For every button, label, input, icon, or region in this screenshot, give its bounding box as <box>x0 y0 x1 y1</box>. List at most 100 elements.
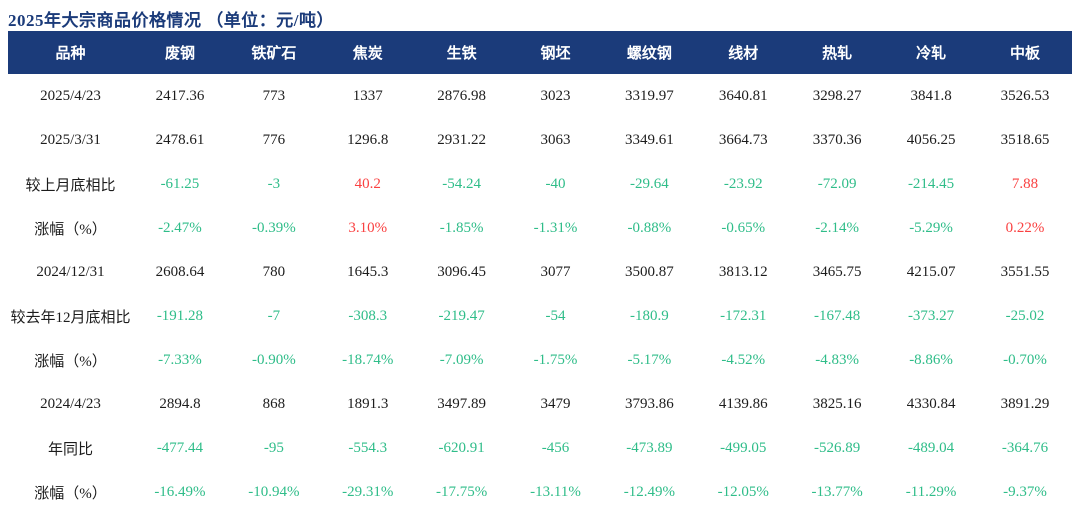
table-row: 2024/12/31 2608.64 780 1645.3 3096.45 3077 350… <box>8 250 1072 294</box>
table-row: 涨幅（%） -16.49% -10.94% -29.31% -17.75% -13.11%… <box>8 470 1072 507</box>
value-cell: 2417.36 <box>133 74 227 118</box>
row-label: 2025/4/23 <box>8 74 133 118</box>
value-cell: -25.02 <box>978 294 1072 338</box>
value-cell: 3077 <box>508 250 603 294</box>
value-cell: -54 <box>508 294 603 338</box>
value-cell: -214.45 <box>884 162 979 206</box>
value-cell: -526.89 <box>790 426 885 470</box>
value-cell: -9.37% <box>978 470 1072 507</box>
column-header-8: 热轧 <box>790 31 885 74</box>
value-cell: 4215.07 <box>884 250 979 294</box>
value-cell: -167.48 <box>790 294 885 338</box>
column-header-10: 中板 <box>978 31 1072 74</box>
value-cell: -1.31% <box>508 206 603 250</box>
table-row: 2025/4/23 2417.36 773 1337 2876.98 3023 3319.9… <box>8 74 1072 118</box>
value-cell: -456 <box>508 426 603 470</box>
value-cell: 4056.25 <box>884 118 979 162</box>
value-cell: 1296.8 <box>320 118 415 162</box>
value-cell: -0.90% <box>226 338 321 382</box>
row-label: 年同比 <box>8 426 133 470</box>
table-body: 2025/4/23 2417.36 773 1337 2876.98 3023 3319.9… <box>8 74 1072 507</box>
column-header-7: 线材 <box>696 31 791 74</box>
value-cell: 3640.81 <box>696 74 791 118</box>
column-header-6: 螺纹钢 <box>602 31 697 74</box>
value-cell: -2.14% <box>790 206 885 250</box>
value-cell: -8.86% <box>884 338 979 382</box>
commodity-price-table: 品种 废钢 铁矿石 焦炭 生铁 钢坯 螺纹钢 线材 热轧 冷轧 中板 2025/4/23 2417.3… <box>8 31 1072 507</box>
value-cell: -16.49% <box>133 470 227 507</box>
value-cell: -0.39% <box>226 206 321 250</box>
value-cell: 780 <box>226 250 321 294</box>
value-cell: -13.77% <box>790 470 885 507</box>
value-cell: -11.29% <box>884 470 979 507</box>
value-cell: -40 <box>508 162 603 206</box>
value-cell: -7.09% <box>414 338 509 382</box>
value-cell: -29.64 <box>602 162 697 206</box>
value-cell: -554.3 <box>320 426 415 470</box>
value-cell: -10.94% <box>226 470 321 507</box>
value-cell: 3370.36 <box>790 118 885 162</box>
value-cell: 3.10% <box>320 206 415 250</box>
value-cell: 3500.87 <box>602 250 697 294</box>
value-cell: 3825.16 <box>790 382 885 426</box>
value-cell: 776 <box>226 118 321 162</box>
table-header: 品种 废钢 铁矿石 焦炭 生铁 钢坯 螺纹钢 线材 热轧 冷轧 中板 <box>8 31 1072 74</box>
value-cell: -489.04 <box>884 426 979 470</box>
table-header-row: 品种 废钢 铁矿石 焦炭 生铁 钢坯 螺纹钢 线材 热轧 冷轧 中板 <box>8 31 1072 74</box>
table-row: 涨幅（%） -2.47% -0.39% 3.10% -1.85% -1.31% -0.88%… <box>8 206 1072 250</box>
column-header-3: 焦炭 <box>320 31 415 74</box>
value-cell: 3518.65 <box>978 118 1072 162</box>
value-cell: -219.47 <box>414 294 509 338</box>
value-cell: -23.92 <box>696 162 791 206</box>
value-cell: -13.11% <box>508 470 603 507</box>
value-cell: -5.29% <box>884 206 979 250</box>
row-label: 涨幅（%） <box>8 338 133 382</box>
value-cell: -172.31 <box>696 294 791 338</box>
value-cell: -5.17% <box>602 338 697 382</box>
value-cell: 1645.3 <box>320 250 415 294</box>
column-header-0: 品种 <box>8 31 133 74</box>
row-label: 2024/4/23 <box>8 382 133 426</box>
value-cell: 2894.8 <box>133 382 227 426</box>
value-cell: 0.22% <box>978 206 1072 250</box>
value-cell: -0.88% <box>602 206 697 250</box>
value-cell: 773 <box>226 74 321 118</box>
value-cell: 3793.86 <box>602 382 697 426</box>
value-cell: -4.83% <box>790 338 885 382</box>
value-cell: 3813.12 <box>696 250 791 294</box>
value-cell: 3526.53 <box>978 74 1072 118</box>
value-cell: 3298.27 <box>790 74 885 118</box>
value-cell: 3319.97 <box>602 74 697 118</box>
value-cell: -1.85% <box>414 206 509 250</box>
value-cell: -95 <box>226 426 321 470</box>
value-cell: -364.76 <box>978 426 1072 470</box>
value-cell: 2478.61 <box>133 118 227 162</box>
value-cell: -2.47% <box>133 206 227 250</box>
value-cell: 4330.84 <box>884 382 979 426</box>
column-header-1: 废钢 <box>133 31 227 74</box>
value-cell: -72.09 <box>790 162 885 206</box>
value-cell: 3023 <box>508 74 603 118</box>
value-cell: 3841.8 <box>884 74 979 118</box>
table-row: 年同比 -477.44 -95 -554.3 -620.91 -456 -473.89 -49… <box>8 426 1072 470</box>
value-cell: 3479 <box>508 382 603 426</box>
value-cell: 2876.98 <box>414 74 509 118</box>
value-cell: -191.28 <box>133 294 227 338</box>
value-cell: 3349.61 <box>602 118 697 162</box>
value-cell: -373.27 <box>884 294 979 338</box>
value-cell: -499.05 <box>696 426 791 470</box>
value-cell: -17.75% <box>414 470 509 507</box>
row-label: 涨幅（%） <box>8 206 133 250</box>
column-header-9: 冷轧 <box>884 31 979 74</box>
value-cell: 868 <box>226 382 321 426</box>
value-cell: 3551.55 <box>978 250 1072 294</box>
value-cell: -473.89 <box>602 426 697 470</box>
value-cell: 3465.75 <box>790 250 885 294</box>
value-cell: -54.24 <box>414 162 509 206</box>
value-cell: -477.44 <box>133 426 227 470</box>
value-cell: -180.9 <box>602 294 697 338</box>
value-cell: 2931.22 <box>414 118 509 162</box>
table-row: 较去年12月底相比 -191.28 -7 -308.3 -219.47 -54 -180.9… <box>8 294 1072 338</box>
table-row: 2024/4/23 2894.8 868 1891.3 3497.89 3479 3793.… <box>8 382 1072 426</box>
row-label: 较上月底相比 <box>8 162 133 206</box>
